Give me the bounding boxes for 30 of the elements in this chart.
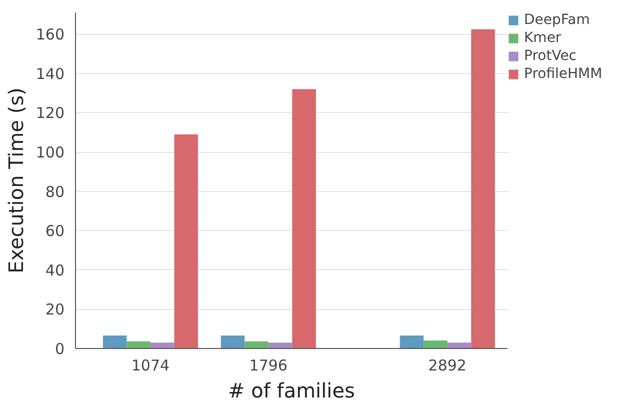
legend-label: DeepFam [524, 12, 590, 28]
legend-label: ProfileHMM [524, 66, 602, 82]
y-tick-label: 80 [45, 182, 65, 201]
y-tick-label: 60 [45, 222, 65, 240]
bar [150, 342, 174, 348]
legend-label: ProtVec [524, 48, 576, 64]
x-tick-label: 1796 [249, 356, 288, 374]
bar [400, 336, 424, 348]
x-tick-label: 2892 [428, 356, 466, 374]
bar [471, 29, 495, 348]
y-tick-label: 100 [36, 144, 65, 162]
bar [220, 336, 245, 348]
bar [268, 342, 292, 348]
x-tick-label: 1074 [131, 356, 170, 374]
y-tick-label: 140 [36, 64, 65, 83]
bar [292, 89, 316, 348]
y-tick-label: 20 [45, 300, 65, 319]
x-axis-title: # of families [228, 378, 355, 402]
bar [174, 134, 198, 348]
y-tick-label: 0 [54, 340, 65, 358]
y-tick-label: 160 [36, 26, 65, 44]
y-tick-label: 120 [36, 104, 65, 122]
bar [126, 341, 150, 348]
y-tick-label: 40 [45, 261, 65, 280]
bar [102, 336, 127, 348]
y-axis-title: Execution Time (s) [4, 88, 28, 274]
bar [424, 340, 448, 348]
bar [244, 341, 268, 348]
legend-label: Kmer [524, 30, 562, 46]
bar [447, 342, 472, 348]
